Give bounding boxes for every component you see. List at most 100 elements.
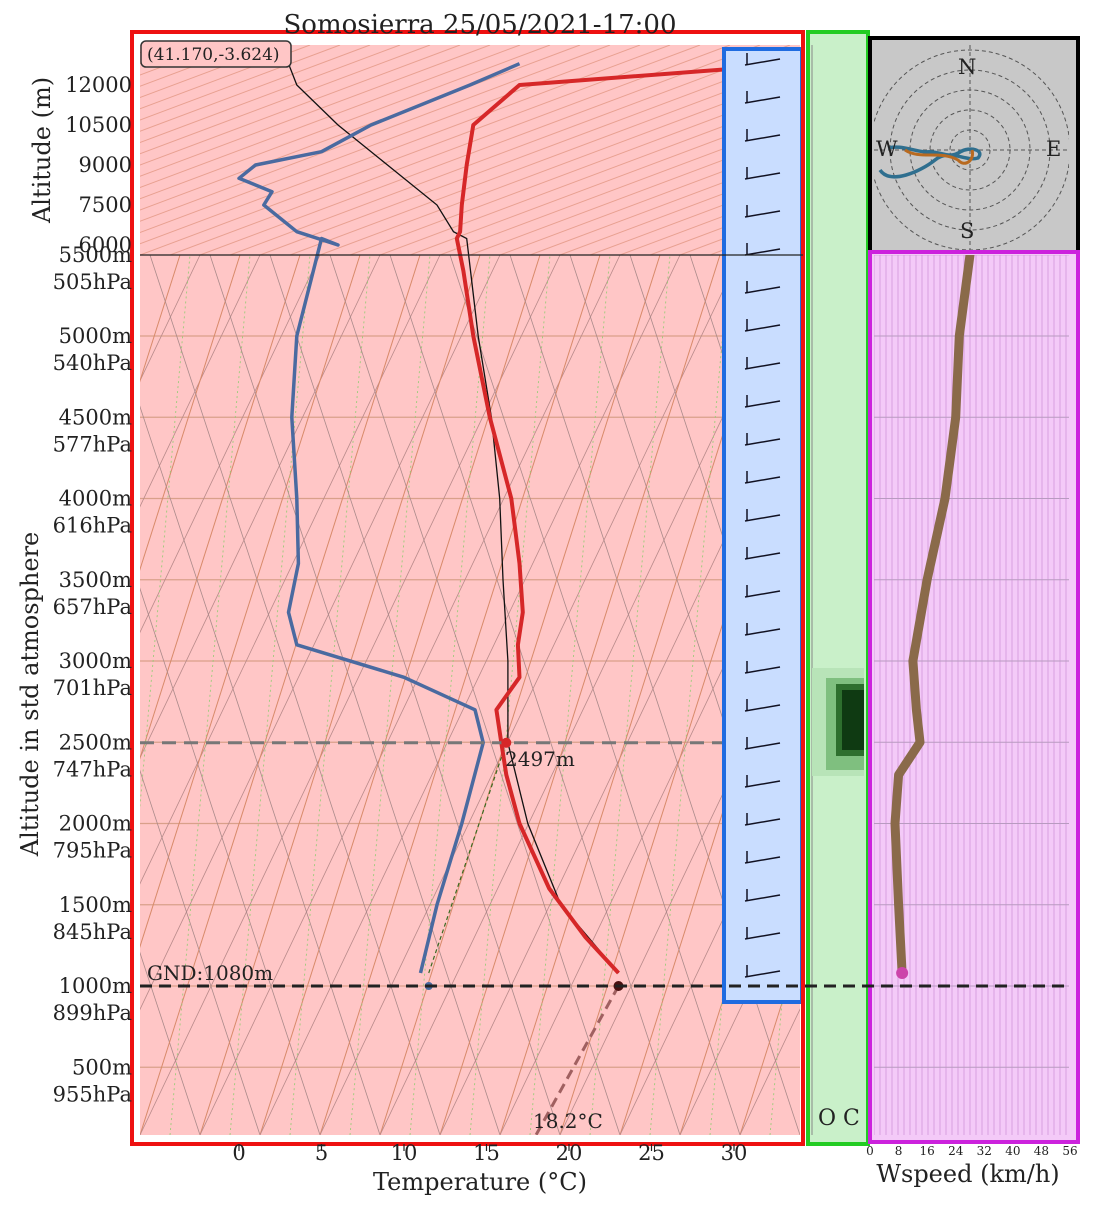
hodograph-west-label: W xyxy=(876,137,898,161)
wind-barb xyxy=(744,552,781,560)
windspeed-tick-label: 16 xyxy=(920,1144,935,1158)
windspeed-line xyxy=(890,255,975,978)
x-tick-label: 10 xyxy=(391,1141,418,1165)
parcel-curve xyxy=(287,63,619,974)
wind-barb xyxy=(744,704,781,712)
y-axis-label-bottom: Altitude in std atmosphere xyxy=(16,532,44,858)
lower-altitude-tick-label: 4500m xyxy=(59,405,132,429)
wind-barb xyxy=(744,932,781,940)
wind-barb-panel xyxy=(722,47,804,1004)
wind-barb xyxy=(744,172,781,180)
wind-barb xyxy=(744,476,781,484)
pressure-tick-label: 795hPa xyxy=(53,839,132,863)
temperature-curve xyxy=(454,61,800,975)
wind-barb xyxy=(744,96,781,104)
windspeed-tick-label: 56 xyxy=(1062,1144,1077,1158)
wind-barb xyxy=(744,590,781,598)
main-plot-area xyxy=(140,45,800,1135)
windspeed-tick-label: 48 xyxy=(1034,1144,1049,1158)
pressure-tick-label: 505hPa xyxy=(53,270,132,294)
wind-barb xyxy=(744,210,781,218)
hodograph-trace xyxy=(878,145,982,179)
pressure-tick-label: 955hPa xyxy=(53,1082,132,1106)
windspeed-tick-label: 8 xyxy=(895,1144,903,1158)
lower-altitude-tick-label: 5000m xyxy=(59,324,132,348)
lower-altitude-tick-label: 2000m xyxy=(59,812,132,836)
cloud-cover-panel xyxy=(806,30,870,1146)
lower-altitude-tick-label: 2500m xyxy=(59,730,132,754)
dry-adiabat-line xyxy=(534,985,620,1135)
windspeed-tick-label: 32 xyxy=(977,1144,992,1158)
upper-altitude-tick-label: 6000 xyxy=(79,233,132,257)
pressure-tick-label: 845hPa xyxy=(53,920,132,944)
lower-altitude-tick-label: 500m xyxy=(72,1055,132,1079)
windspeed-tick-label: 24 xyxy=(948,1144,964,1158)
wind-barb xyxy=(744,134,781,142)
main-frame xyxy=(130,30,805,1146)
pressure-tick-label: 747hPa xyxy=(53,757,132,781)
windspeed-tick-label: 0 xyxy=(866,1144,874,1158)
wind-barb xyxy=(744,286,781,294)
x-tick-label: 20 xyxy=(556,1141,583,1165)
lower-altitude-tick-label: 1000m xyxy=(59,974,132,998)
wind-barb xyxy=(744,514,781,522)
wind-barbs xyxy=(744,53,781,978)
x-tick-label: 25 xyxy=(638,1141,665,1165)
windspeed-tick-label: 40 xyxy=(1005,1144,1020,1158)
upper-altitude-tick-label: 10500 xyxy=(65,113,132,137)
lower-altitude-tick-label: 4000m xyxy=(59,487,132,511)
pressure-tick-label: 577hPa xyxy=(53,432,132,456)
upper-altitude-tick-label: 12000 xyxy=(65,73,132,97)
sounding-curves xyxy=(140,61,800,1135)
x-tick-label: 15 xyxy=(473,1141,500,1165)
x-axis-label: Temperature (°C) xyxy=(373,1168,587,1196)
hodograph-south-label: S xyxy=(960,219,974,243)
pressure-tick-label: 701hPa xyxy=(53,676,132,700)
x-tick-label: 0 xyxy=(232,1141,245,1165)
coordinates-label: (41.170,-3.624) xyxy=(147,45,280,65)
surface-temp-label: 18.2°C xyxy=(533,1109,603,1133)
wind-barb xyxy=(744,818,781,826)
windspeed-axis-label: Wspeed (km/h) xyxy=(876,1160,1059,1188)
wind-barb xyxy=(744,970,781,978)
dewpoint-curve xyxy=(237,62,521,974)
lower-altitude-tick-label: 3000m xyxy=(59,649,132,673)
windspeed-panel xyxy=(868,250,1080,1144)
cloud-base-point xyxy=(501,737,512,748)
wind-barb xyxy=(744,324,781,332)
x-tick-label: 5 xyxy=(315,1141,328,1165)
wind-barb xyxy=(744,666,781,674)
windspeed-profile xyxy=(874,255,1069,1135)
cloud-layer xyxy=(812,668,864,776)
lower-altitude-tick-label: 5500m xyxy=(59,243,132,267)
wind-barb xyxy=(744,400,781,408)
wind-barb xyxy=(744,628,781,636)
pressure-tick-label: 657hPa xyxy=(53,595,132,619)
cloud-cover-labels: O C xyxy=(818,1106,860,1131)
wind-barb xyxy=(744,248,781,256)
lower-grid xyxy=(140,255,800,1135)
upper-altitude-tick-label: 7500 xyxy=(79,193,132,217)
wind-barb xyxy=(744,362,781,370)
y-axis-label-top: Altitude (m) xyxy=(28,77,56,224)
wind-barb xyxy=(744,742,781,750)
lower-altitude-tick-label: 1500m xyxy=(59,893,132,917)
ground-label: GND:1080m xyxy=(147,961,273,985)
wind-barb xyxy=(744,780,781,788)
hodograph-north-label: N xyxy=(958,55,976,79)
wind-barb xyxy=(744,894,781,902)
cloud-base-label: 2497m xyxy=(505,747,575,771)
pressure-tick-label: 899hPa xyxy=(53,1001,132,1025)
wind-barb xyxy=(744,58,781,66)
coordinates-box xyxy=(140,40,292,68)
pressure-tick-label: 616hPa xyxy=(53,514,132,538)
upper-altitude-tick-label: 9000 xyxy=(79,153,132,177)
chart-title: Somosierra 25/05/2021-17:00 xyxy=(283,10,676,40)
lower-altitude-tick-label: 3500m xyxy=(59,568,132,592)
wind-barb xyxy=(744,438,781,446)
pressure-tick-label: 540hPa xyxy=(53,351,132,375)
wind-barb xyxy=(744,856,781,864)
hodograph-east-label: E xyxy=(1046,137,1061,161)
